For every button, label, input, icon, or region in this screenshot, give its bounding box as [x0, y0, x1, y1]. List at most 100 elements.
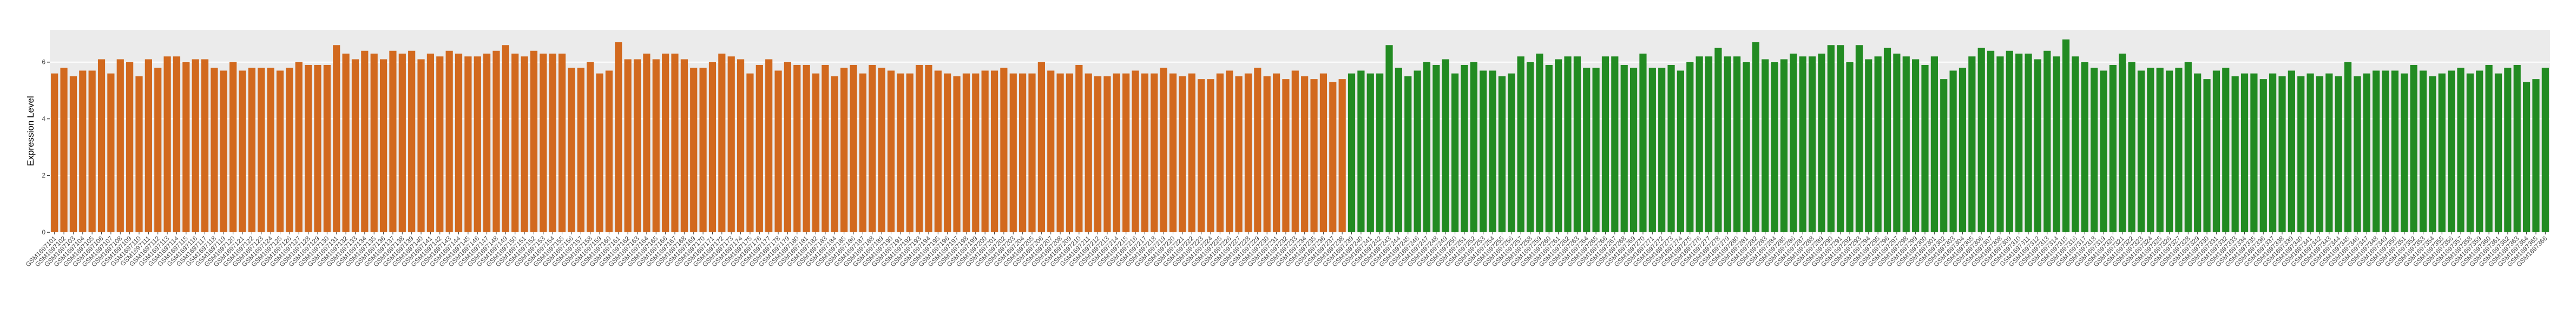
bar [2072, 56, 2079, 232]
bar [1207, 79, 1214, 232]
bar [549, 54, 556, 232]
y-axis-label: Expression Level [25, 96, 36, 166]
bar [333, 45, 340, 233]
bar [2006, 50, 2013, 232]
bar [474, 56, 481, 232]
plot-background [50, 30, 2550, 232]
bar [258, 68, 265, 232]
bar [2485, 64, 2493, 232]
bar [192, 59, 199, 232]
bar [1226, 70, 1233, 232]
bar [2325, 73, 2333, 232]
bar [2476, 70, 2483, 232]
bar [934, 70, 942, 232]
bar [1272, 73, 1280, 232]
bar [379, 59, 387, 232]
bar [2316, 76, 2324, 232]
bar [2363, 73, 2370, 232]
bar [652, 59, 660, 232]
bar [746, 73, 754, 232]
bar [699, 68, 707, 232]
bar [1573, 56, 1581, 232]
bar [1883, 48, 1891, 233]
bar [1160, 68, 1167, 232]
bar [1216, 73, 1224, 232]
bar [1244, 73, 1252, 232]
bar [351, 59, 359, 232]
bar [530, 50, 538, 232]
bar [727, 56, 735, 232]
bar [662, 54, 669, 232]
bar [2382, 70, 2389, 232]
bar [2373, 70, 2380, 232]
bar [1357, 70, 1365, 232]
bar [878, 68, 885, 232]
bar [1855, 45, 1863, 233]
bar [1658, 68, 1666, 232]
bar [944, 73, 951, 232]
bar [97, 59, 106, 232]
bar [286, 68, 293, 232]
bar [859, 73, 866, 232]
bar [558, 54, 566, 232]
bar [511, 54, 519, 232]
bar [1949, 70, 1957, 232]
bar [1085, 73, 1092, 232]
bar [144, 59, 152, 232]
bar [1009, 73, 1017, 232]
bar [755, 64, 763, 232]
bar [765, 59, 773, 232]
bar [897, 73, 904, 232]
bar [596, 73, 603, 232]
bar [51, 73, 58, 232]
bar [887, 70, 895, 232]
bar [267, 68, 274, 232]
bar [1611, 56, 1619, 232]
bar [163, 56, 171, 232]
bar [2194, 73, 2202, 232]
bar [1790, 54, 1797, 232]
bar [1714, 48, 1722, 233]
bar [1414, 70, 1421, 232]
bar [981, 70, 989, 232]
bar [1423, 62, 1431, 232]
bar [2466, 73, 2474, 232]
bar [1555, 59, 1562, 232]
bar [568, 68, 575, 232]
bar [2147, 68, 2154, 232]
bar [2250, 73, 2258, 232]
bar [2297, 76, 2305, 232]
bar [502, 45, 509, 233]
bar [1930, 56, 1938, 232]
bar [2081, 62, 2088, 232]
bar [2335, 76, 2342, 232]
bar [1620, 64, 1628, 232]
bar [1319, 73, 1328, 232]
bar [1282, 79, 1290, 232]
bar [784, 62, 792, 232]
bar [2259, 79, 2267, 232]
bar [1056, 73, 1064, 232]
bar [737, 59, 745, 232]
bar [370, 54, 378, 232]
bar [633, 59, 641, 232]
bar [154, 68, 162, 232]
bar [1385, 45, 1393, 233]
bar [1498, 76, 1506, 232]
bar [2269, 73, 2277, 232]
bar [1489, 70, 1496, 232]
bar [1151, 73, 1158, 232]
bar [88, 70, 96, 232]
bar [1799, 56, 1806, 232]
bar [173, 56, 181, 232]
bar [1771, 62, 1778, 232]
bar [615, 42, 622, 233]
bar [1526, 62, 1534, 232]
bar [1338, 79, 1346, 232]
bar [990, 70, 998, 232]
bar [1404, 76, 1412, 232]
bar [2494, 73, 2502, 232]
bar [1263, 76, 1271, 232]
bar [1752, 42, 1759, 233]
